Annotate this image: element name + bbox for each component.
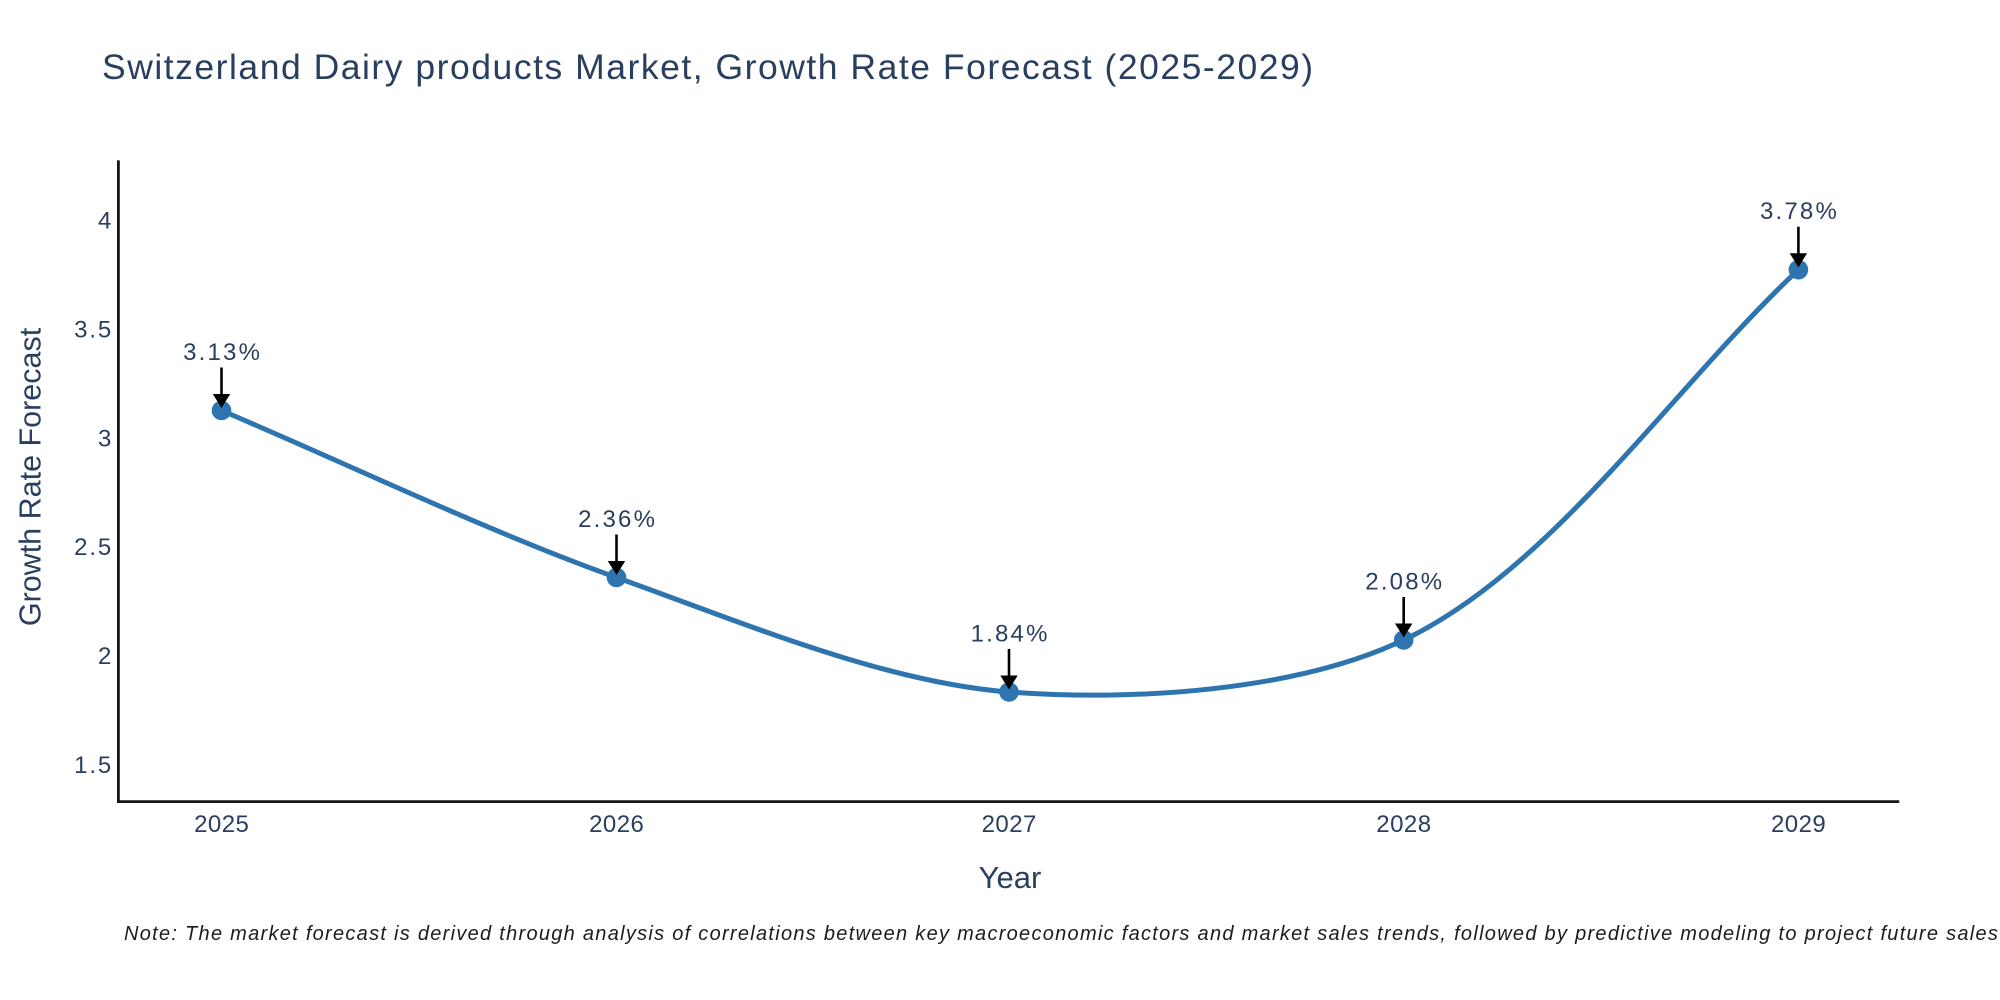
svg-text:4: 4 bbox=[98, 208, 113, 235]
svg-text:3: 3 bbox=[98, 425, 113, 452]
svg-text:Note: The market forecast is d: Note: The market forecast is derived thr… bbox=[124, 923, 2000, 945]
svg-text:Growth Rate Forecast: Growth Rate Forecast bbox=[14, 327, 48, 626]
svg-text:3.5: 3.5 bbox=[74, 316, 113, 343]
svg-text:2027: 2027 bbox=[982, 811, 1037, 838]
svg-text:Switzerland Dairy products Mar: Switzerland Dairy products Market, Growt… bbox=[102, 47, 1315, 87]
svg-text:2: 2 bbox=[98, 643, 113, 670]
svg-text:3.78%: 3.78% bbox=[1760, 198, 1839, 225]
svg-text:3.13%: 3.13% bbox=[183, 339, 262, 366]
svg-text:2025: 2025 bbox=[194, 811, 249, 838]
svg-text:2026: 2026 bbox=[589, 811, 644, 838]
svg-text:2.5: 2.5 bbox=[74, 534, 113, 561]
svg-text:2029: 2029 bbox=[1771, 811, 1826, 838]
svg-text:2.08%: 2.08% bbox=[1365, 569, 1444, 596]
svg-text:2028: 2028 bbox=[1376, 811, 1431, 838]
svg-text:Year: Year bbox=[979, 860, 1042, 895]
svg-text:1.84%: 1.84% bbox=[971, 621, 1050, 648]
svg-text:2.36%: 2.36% bbox=[578, 506, 657, 533]
svg-text:1.5: 1.5 bbox=[74, 752, 113, 779]
